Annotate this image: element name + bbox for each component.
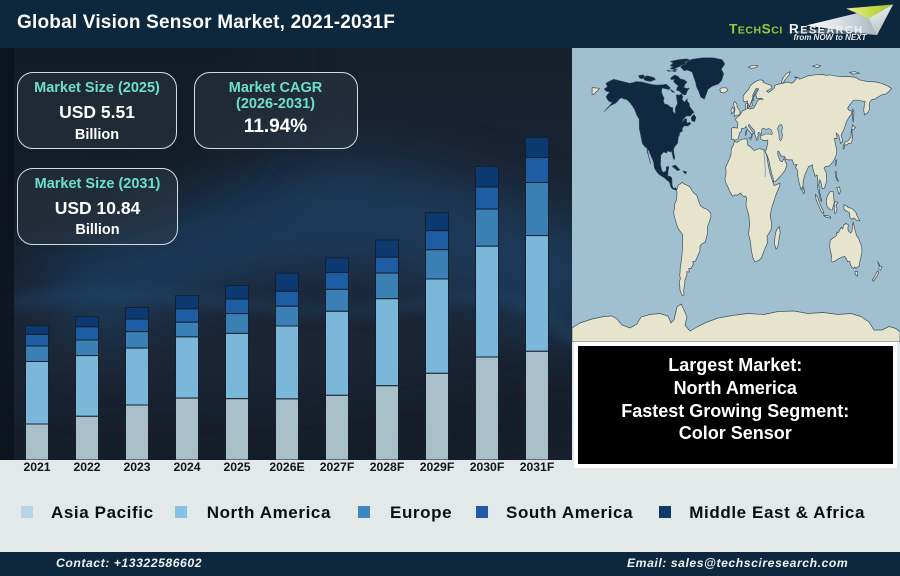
svg-text:from NOW to NEXT: from NOW to NEXT (794, 33, 868, 42)
svg-text:TECHSCI: TECHSCI (729, 22, 783, 37)
svg-text:RESEARCH: RESEARCH (789, 22, 864, 37)
